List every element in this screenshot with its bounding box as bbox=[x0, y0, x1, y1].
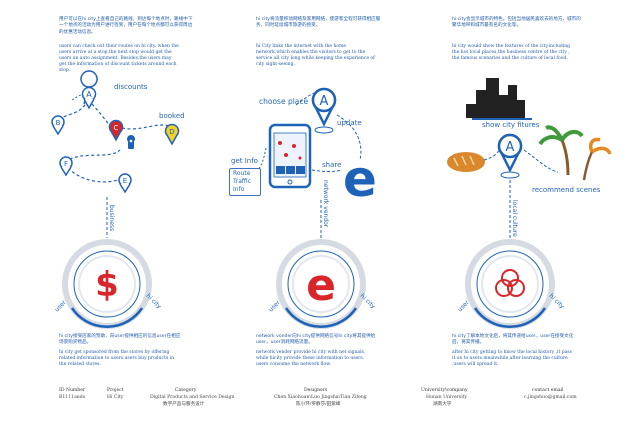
update-label: update bbox=[337, 119, 362, 127]
panel3-outro-en: after hi city getting to know the local … bbox=[452, 350, 572, 367]
get-info-label: get Info bbox=[231, 157, 258, 165]
business-label: business bbox=[108, 205, 115, 231]
route-dashed-path bbox=[54, 99, 171, 183]
svg-text:E: E bbox=[123, 177, 127, 185]
footer-email-link[interactable]: c.jingshuo@gmail.com bbox=[524, 395, 577, 400]
city-skyline-icon bbox=[466, 78, 532, 120]
info-box: Route Traffic Info bbox=[229, 168, 261, 196]
panel1-intro-cn: 用户可以在hi city上查看自己的路线，到达每个地点时，路线中下一个地点的活动… bbox=[59, 17, 193, 35]
culture-circles-icon bbox=[495, 269, 525, 297]
recommend-scenes-label: recommend scenes bbox=[532, 186, 601, 194]
panel1-outro-en: hi city get sponsored from the stores by… bbox=[59, 350, 174, 367]
e-logo-icon: e bbox=[343, 150, 377, 208]
panel3-intro-en: hi city would show the features of the c… bbox=[452, 44, 571, 61]
footer-id-value: B1111ands bbox=[59, 395, 86, 400]
network-vendor-label: network vendor bbox=[322, 180, 329, 228]
panel1-intro-en: users can check out their routes on hi c… bbox=[59, 44, 179, 73]
e-red-icon: e bbox=[306, 260, 336, 311]
panel3-diagram: A local culture user hi city bbox=[447, 78, 612, 329]
footer-project-header: Project bbox=[107, 388, 124, 393]
palm-tree-icon bbox=[538, 125, 612, 181]
svg-text:A: A bbox=[506, 140, 515, 155]
pin-b-icon: B bbox=[51, 115, 65, 136]
footer-university-en: Hunan University bbox=[426, 395, 468, 400]
footer-designers-header: Designers bbox=[304, 388, 328, 393]
footer-email-header: contact email bbox=[532, 388, 564, 393]
footer-category-cn: 数字产品与服务设计 bbox=[163, 402, 205, 407]
pin-f-icon: F bbox=[59, 156, 73, 177]
svg-text:C: C bbox=[114, 124, 119, 132]
panel3-outro-cn: hi city了解本地文化后，将其传递给user，user在接受文化后，将其传播… bbox=[452, 334, 574, 346]
discounts-label: discounts bbox=[114, 83, 148, 91]
booked-label: booked bbox=[159, 112, 185, 120]
panel3-intro-cn: hi city会显示城市的特色，包括当地居民喜欢去的地方，城市的繁华地带和城市最… bbox=[452, 17, 581, 29]
bread-icon bbox=[447, 152, 485, 172]
pin-label: A bbox=[86, 90, 92, 99]
svg-text:B: B bbox=[56, 119, 61, 127]
info-route: Route bbox=[233, 170, 251, 177]
footer-id-header: ID Number bbox=[59, 388, 86, 393]
panel1-diagram: A B C D F E business $ user h bbox=[51, 70, 180, 329]
show-city-fitures-label: show city fitures bbox=[482, 121, 540, 129]
footer-university-header: University\company bbox=[421, 388, 468, 393]
lock-icon bbox=[127, 135, 135, 149]
svg-text:F: F bbox=[64, 160, 68, 168]
panel1-outro-cn: hi city接受店家的赞助，向user提供相应的信息user在相应场景购买物品… bbox=[59, 334, 181, 346]
pin-a-icon: A bbox=[80, 70, 98, 110]
pin-a-icon: A bbox=[497, 133, 523, 179]
footer-category-header: Category bbox=[175, 388, 197, 393]
info-traffic: Traffic bbox=[233, 178, 252, 185]
smartphone-icon bbox=[268, 123, 312, 189]
footer-university-cn: 湖南大学 bbox=[433, 402, 452, 407]
footer-designers-cn: 陈小环/罗静莎/田紫峰 bbox=[296, 402, 341, 407]
svg-text:A: A bbox=[320, 94, 329, 109]
pin-d-icon: D bbox=[164, 123, 180, 146]
footer-category-en: Digital Products and Service Design bbox=[150, 395, 235, 400]
info-info: Info bbox=[233, 186, 245, 193]
pin-a-icon: A bbox=[311, 87, 337, 134]
panel2-intro-cn: hi city将流量移动网络及家用网络，使游客全程可获得相应服务，同时延续城市旅… bbox=[256, 17, 381, 29]
panel2-outro-en: network vender provide hi city with net … bbox=[256, 350, 366, 367]
pin-e-icon: E bbox=[118, 173, 132, 194]
share-label: share bbox=[322, 161, 342, 169]
dollar-icon: $ bbox=[95, 265, 119, 305]
local-culture-label: local culture bbox=[511, 200, 518, 237]
panel2-outro-cn: network vonder向hi city提供网络信号hi city将其提供给… bbox=[256, 334, 376, 346]
choose-place-label: choose place bbox=[259, 97, 309, 106]
panel2-intro-en: hi City links the internet with the home… bbox=[256, 44, 375, 67]
footer-project-value: Hi City bbox=[107, 395, 124, 400]
footer-designers-en: Chen Xiaohuan\Luo Jingsha\Tian Zifeng bbox=[274, 395, 367, 400]
svg-text:D: D bbox=[169, 128, 174, 136]
pin-c-icon: C bbox=[108, 119, 124, 142]
panel2-diagram: A e network vendor e user hi city bbox=[257, 87, 377, 329]
